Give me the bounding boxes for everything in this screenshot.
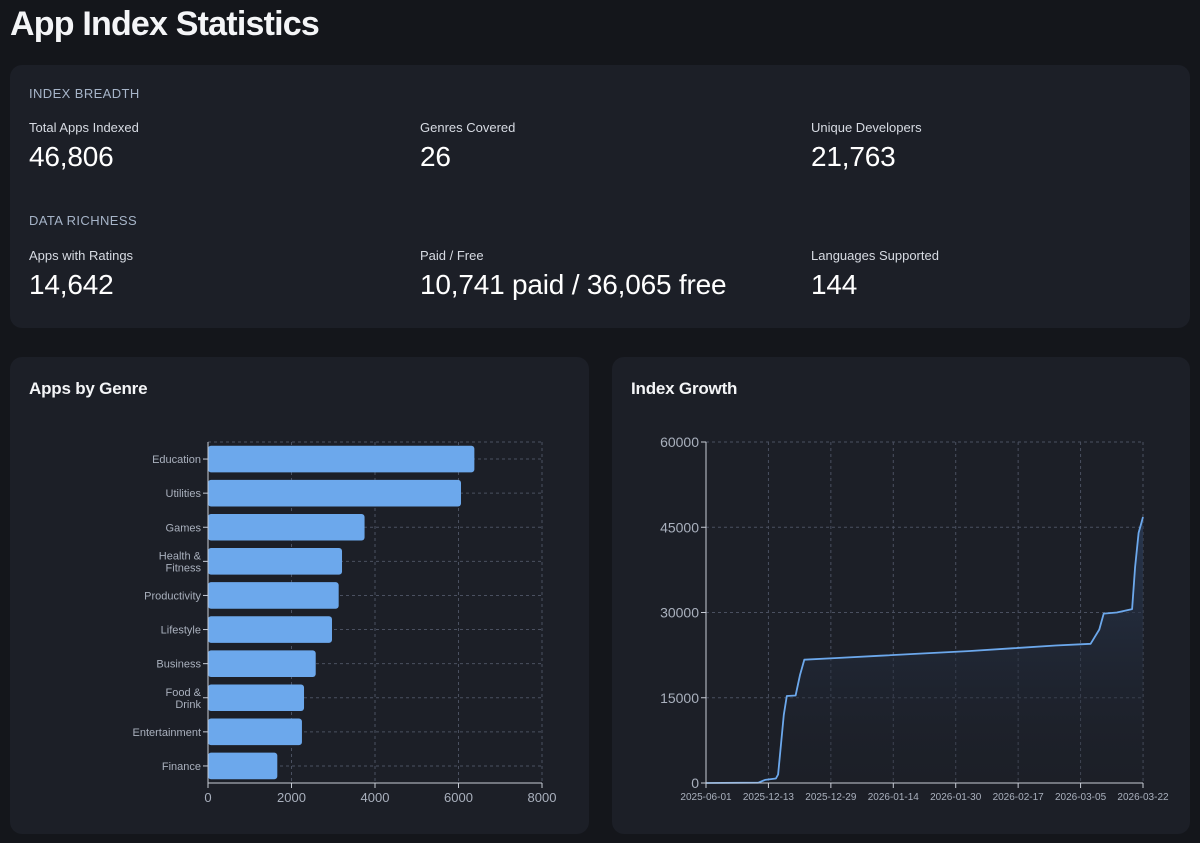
stat-label: Paid / Free [420,248,484,263]
x-tick-label: 4000 [361,790,390,805]
growth-area [706,517,1143,783]
stat-label: Unique Developers [811,120,922,135]
page-title: App Index Statistics [10,5,320,43]
stat-label: Apps with Ratings [29,248,134,263]
x-tick-label: 0 [204,790,211,805]
stat-label: Total Apps Indexed [29,120,139,135]
x-tick-label: 2000 [277,790,306,805]
x-tick-label: 2026-02-17 [993,792,1045,803]
category-label: Health & Fitness [159,550,202,574]
growth-chart-card: Index Growth 0 15000 30000 45000 60000 2025-0… [612,357,1190,834]
category-label-line: Health & [159,550,202,562]
bar [208,548,343,575]
category-label-line: Lifestyle [161,625,201,637]
category-label: Food & Drink [166,687,202,711]
category-label-line: Food & [166,687,202,699]
category-label-line: Games [166,522,202,534]
category-label-line: Drink [175,699,201,711]
stat-label: Languages Supported [811,248,939,263]
growth-line [705,516,1144,784]
bar [208,616,332,643]
category-label: Entertainment [133,727,201,739]
stat-label: Genres Covered [420,120,516,135]
category-label: Finance [162,761,201,773]
stat-unique-developers: Unique Developers 21,763 [811,120,922,173]
index-breadth-heading: INDEX BREADTH [29,86,140,101]
x-tick-label: 2025-12-29 [805,792,857,803]
bar [208,445,475,473]
stat-paid-free: Paid / Free 10,741 paid / 36,065 free [420,248,727,301]
stats-card: INDEX BREADTH Total Apps Indexed 46,806 … [10,65,1190,328]
y-tick-label: 30000 [660,605,699,621]
y-tick-label: 45000 [660,519,699,535]
bar [208,479,462,507]
bar [208,650,316,677]
y-tick-label: 0 [691,775,699,791]
stat-value: 26 [420,141,451,172]
category-label-line: Fitness [166,562,202,574]
growth-chart-title: Index Growth [631,379,738,398]
bar [208,582,339,609]
stat-apps-with-ratings: Apps with Ratings 14,642 [29,248,133,301]
stat-value: 144 [811,269,858,300]
stat-total-apps: Total Apps Indexed 46,806 [29,120,139,173]
category-label-line: Entertainment [133,727,201,739]
data-richness-heading: DATA RICHNESS [29,213,138,228]
bar [208,752,278,780]
x-tick-label: 2025-12-13 [743,792,795,803]
category-label-line: Education [152,454,201,466]
x-tick-label: 2025-06-01 [680,792,732,803]
bar [208,684,305,712]
category-label-line: Utilities [166,488,202,500]
category-label-line: Finance [162,761,201,773]
genre-chart-title: Apps by Genre [29,379,148,398]
category-label: Games [166,522,202,534]
category-label: Lifestyle [161,625,201,637]
bar [208,718,302,746]
category-label: Business [156,659,201,671]
x-tick-label: 6000 [444,790,473,805]
category-label-line: Business [156,659,201,671]
x-tick-label: 2026-03-22 [1117,792,1169,803]
stat-value: 14,642 [29,269,114,300]
y-tick-label: 60000 [660,434,699,450]
stat-languages-supported: Languages Supported 144 [811,248,939,301]
category-label-line: Productivity [144,590,201,602]
x-tick-label: 2026-01-14 [868,792,920,803]
x-tick-label: 2026-03-05 [1055,792,1107,803]
stat-genres-covered: Genres Covered 26 [420,120,515,173]
category-label: Utilities [166,488,202,500]
genre-bar-chart: Education Utilities Games Health & Fitness Pr… [133,441,557,805]
category-label: Productivity [144,590,201,602]
category-label: Education [152,454,201,466]
genre-chart-card: Apps by Genre Education Utilities Games Hea… [10,357,589,834]
bar [208,513,365,541]
stat-value: 21,763 [811,141,896,172]
x-tick-label: 2026-01-30 [930,792,982,803]
growth-area-chart: 0 15000 30000 45000 60000 2025-06-01 2025-12-1… [660,434,1169,803]
x-tick-label: 8000 [528,790,557,805]
stat-value: 46,806 [29,141,114,172]
stat-value: 10,741 paid / 36,065 free [420,269,727,300]
y-tick-label: 15000 [660,690,699,706]
